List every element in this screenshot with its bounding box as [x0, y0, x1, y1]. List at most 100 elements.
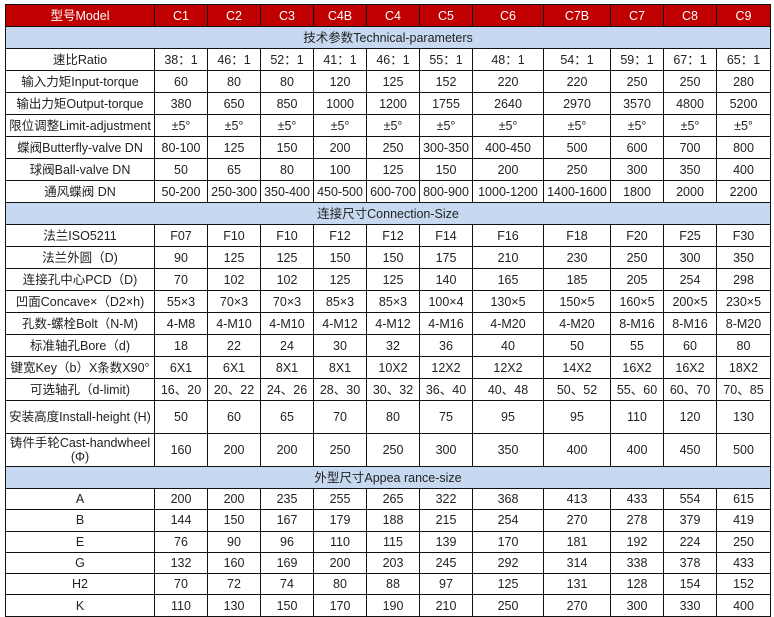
- table-cell: 1200: [366, 92, 420, 115]
- header-model-c6: C6: [472, 4, 544, 27]
- table-cell: 85×3: [366, 290, 420, 313]
- row-label: H2: [5, 573, 155, 596]
- section-row: 外型尺寸Appea rance-size: [5, 466, 771, 489]
- table-cell: 125: [207, 246, 261, 269]
- header-row: 型号Model C1 C2 C3 C4B C4 C5 C6 C7B C7 C8 C9: [5, 4, 771, 27]
- table-cell: 314: [543, 551, 611, 575]
- table-cell: ±5°: [663, 114, 717, 137]
- table-cell: 200: [207, 487, 261, 511]
- table-row: 安装高度Install-height (H) 50 60 65 70 80 75 95 95 11…: [5, 400, 771, 434]
- table-cell: 54：1: [543, 48, 611, 71]
- table-cell: 192: [610, 530, 664, 553]
- table-cell: 6X1: [154, 356, 208, 379]
- table-cell: F12: [366, 224, 420, 247]
- table-cell: 80: [260, 158, 314, 181]
- table-cell: 85×3: [313, 290, 367, 313]
- table-cell: 170: [313, 594, 367, 617]
- table-cell: 338: [610, 551, 664, 575]
- table-body: 型号Model C1 C2 C3 C4B C4 C5 C6 C7B C7 C8 C9 技术参数Techn…: [5, 4, 771, 617]
- table-cell: 170: [472, 530, 544, 553]
- table-cell: 20、22: [207, 378, 261, 401]
- table-cell: 12X2: [419, 356, 473, 379]
- table-cell: 80: [716, 334, 771, 357]
- table-cell: 5200: [716, 92, 771, 115]
- table-cell: 140: [419, 268, 473, 291]
- table-cell: 128: [610, 573, 664, 596]
- table-cell: 48：1: [472, 48, 544, 71]
- table-cell: 110: [313, 530, 367, 553]
- table-cell: 413: [543, 487, 611, 511]
- table-cell: 95: [472, 400, 544, 434]
- table-row: 可选轴孔（d-limit) 16、20 20、22 24、26 28、30 30、32 36…: [5, 378, 771, 401]
- table-cell: 1400-1600: [543, 180, 611, 203]
- header-model-c7: C7: [610, 4, 664, 27]
- table-cell: 250: [366, 136, 420, 159]
- table-cell: 125: [207, 136, 261, 159]
- section-title: 技术参数Technical-parameters: [5, 26, 771, 49]
- table-row: H2 70 72 74 80 88 97 125 131 128 154 152: [5, 573, 771, 596]
- table-cell: 36、40: [419, 378, 473, 401]
- table-cell: 131: [543, 573, 611, 596]
- table-cell: 125: [260, 246, 314, 269]
- table-cell: 18X2: [716, 356, 771, 379]
- table-cell: 46：1: [207, 48, 261, 71]
- row-label: 球阀Ball-valve DN: [5, 158, 155, 181]
- table-cell: 3570: [610, 92, 664, 115]
- table-cell: 96: [260, 530, 314, 553]
- table-cell: 368: [472, 487, 544, 511]
- table-cell: F16: [472, 224, 544, 247]
- table-cell: 245: [419, 551, 473, 575]
- table-cell: 200: [313, 551, 367, 575]
- row-label: 法兰外圆（D): [5, 246, 155, 269]
- table-cell: 8X1: [313, 356, 367, 379]
- table-cell: 300: [610, 158, 664, 181]
- table-cell: 250-300: [207, 180, 261, 203]
- table-cell: 55×3: [154, 290, 208, 313]
- table-cell: 90: [154, 246, 208, 269]
- table-cell: 95: [543, 400, 611, 434]
- row-label: 凹面Concave×（D2×h): [5, 290, 155, 313]
- table-cell: 50-200: [154, 180, 208, 203]
- table-cell: 165: [472, 268, 544, 291]
- table-row: E 76 90 96 110 115 139 170 181 192 224 250: [5, 530, 771, 553]
- table-cell: F10: [260, 224, 314, 247]
- table-cell: ±5°: [154, 114, 208, 137]
- table-cell: 350-400: [260, 180, 314, 203]
- table-cell: 615: [716, 487, 771, 511]
- table-cell: 250: [543, 158, 611, 181]
- table-cell: 152: [419, 70, 473, 93]
- table-cell: 250: [610, 70, 664, 93]
- table-cell: 41：1: [313, 48, 367, 71]
- table-cell: 80: [366, 400, 420, 434]
- table-cell: 554: [663, 487, 717, 511]
- table-cell: 224: [663, 530, 717, 553]
- table-cell: 30、32: [366, 378, 420, 401]
- table-cell: 400: [716, 594, 771, 617]
- header-model-c8: C8: [663, 4, 717, 27]
- table-cell: 76: [154, 530, 208, 553]
- table-row: 输出力矩Output-torque 380 650 850 1000 1200 1755 26…: [5, 92, 771, 115]
- table-cell: 270: [543, 594, 611, 617]
- table-cell: 88: [366, 573, 420, 596]
- table-cell: 80: [260, 70, 314, 93]
- table-cell: F07: [154, 224, 208, 247]
- table-cell: 10X2: [366, 356, 420, 379]
- table-cell: 8-M20: [716, 312, 771, 335]
- table-cell: F30: [716, 224, 771, 247]
- table-cell: 203: [366, 551, 420, 575]
- table-cell: 22: [207, 334, 261, 357]
- table-cell: 130: [207, 594, 261, 617]
- table-cell: 50、52: [543, 378, 611, 401]
- table-cell: 75: [419, 400, 473, 434]
- table-cell: 154: [663, 573, 717, 596]
- table-cell: 4800: [663, 92, 717, 115]
- table-cell: 255: [313, 487, 367, 511]
- table-cell: F20: [610, 224, 664, 247]
- header-model-c4: C4: [366, 4, 420, 27]
- table-cell: 80: [207, 70, 261, 93]
- table-cell: 190: [366, 594, 420, 617]
- table-cell: 40: [472, 334, 544, 357]
- table-cell: 100: [313, 158, 367, 181]
- table-cell: 169: [260, 551, 314, 575]
- table-cell: 378: [663, 551, 717, 575]
